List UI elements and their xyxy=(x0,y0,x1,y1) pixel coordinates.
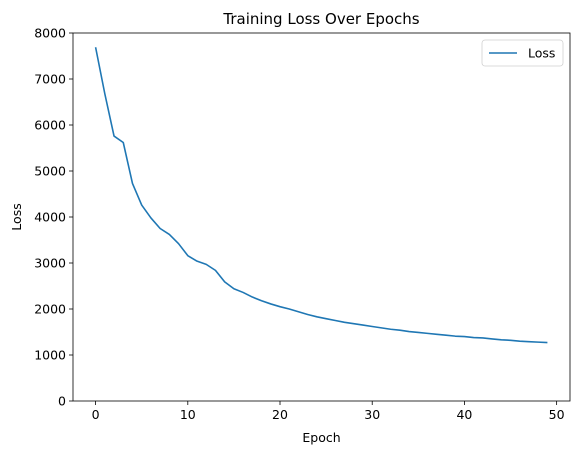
y-tick-label: 5000 xyxy=(34,164,66,179)
x-tick-label: 50 xyxy=(549,407,565,422)
x-axis-ticks: 0 10 20 30 40 50 xyxy=(92,401,565,422)
y-tick-label: 3000 xyxy=(34,256,66,271)
x-axis-label: Epoch xyxy=(302,430,340,445)
legend-box xyxy=(481,39,564,67)
y-tick-label: 4000 xyxy=(34,210,66,225)
series-layer xyxy=(94,47,548,344)
series-line-loss xyxy=(94,47,548,344)
y-tick-label: 8000 xyxy=(34,26,66,41)
y-tick-label: 0 xyxy=(58,394,66,409)
x-tick-label: 10 xyxy=(180,407,196,422)
x-tick-label: 30 xyxy=(364,407,380,422)
plot-frame xyxy=(72,32,571,402)
y-tick-label: 6000 xyxy=(34,118,66,133)
chart-title: Training Loss Over Epochs xyxy=(222,10,419,28)
x-tick-label: 40 xyxy=(456,407,472,422)
y-axis-label: Loss xyxy=(9,203,24,230)
y-tick-label: 1000 xyxy=(34,348,66,363)
x-tick-label: 0 xyxy=(92,407,100,422)
x-tick-label: 20 xyxy=(272,407,288,422)
y-tick-label: 2000 xyxy=(34,302,66,317)
legend-label-loss: Loss xyxy=(528,46,555,61)
plot-background xyxy=(73,33,570,401)
y-tick-label: 7000 xyxy=(34,72,66,87)
legend: Loss xyxy=(481,39,564,67)
y-axis-ticks: 0 1000 2000 3000 4000 5000 6000 7000 8000 xyxy=(34,26,73,409)
